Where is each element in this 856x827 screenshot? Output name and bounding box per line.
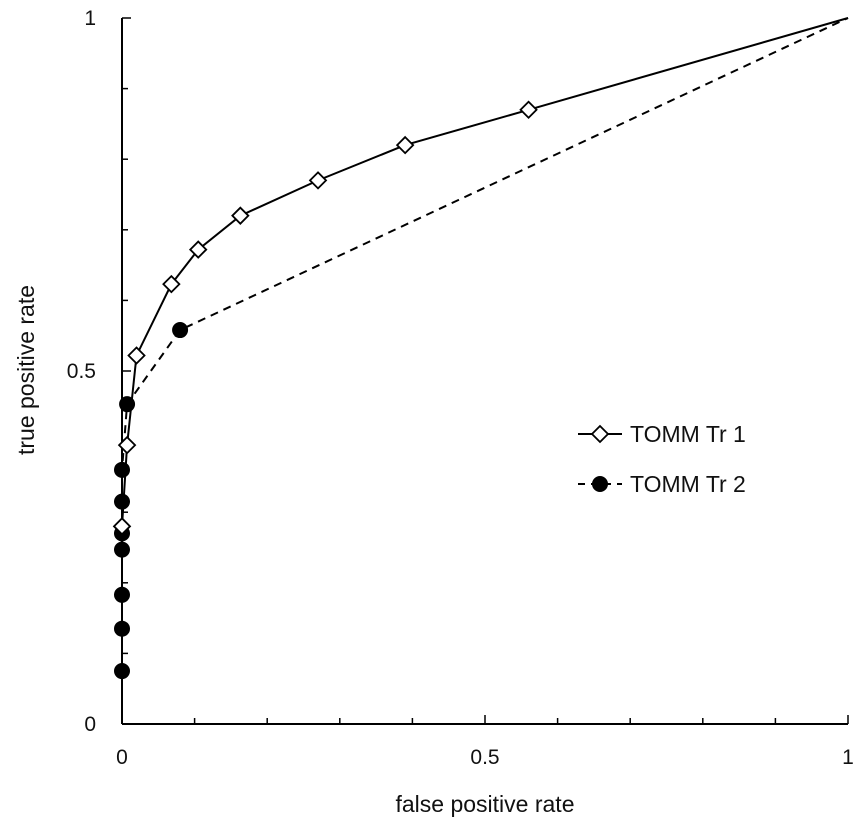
- data-point-diamond: [112, 517, 132, 536]
- legend: TOMM Tr 1 TOMM Tr 2: [578, 421, 746, 497]
- data-point-circle: [114, 541, 130, 558]
- data-point-diamond: [395, 135, 415, 155]
- x-tick-label: 1: [842, 746, 854, 769]
- series-line: [121, 17, 849, 672]
- data-point-circle: [114, 586, 130, 603]
- x-tick-label: 0.5: [470, 746, 499, 769]
- data-point-diamond: [188, 240, 208, 259]
- data-point-diamond: [308, 171, 328, 190]
- data-point-diamond: [519, 100, 538, 120]
- y-tick-label: 0: [84, 713, 96, 736]
- series-1: [112, 17, 849, 536]
- data-point-diamond: [127, 346, 146, 365]
- data-point-diamond: [162, 274, 181, 294]
- legend-label: TOMM Tr 2: [630, 471, 746, 497]
- series-line: [121, 17, 849, 527]
- axes: 0 0.5 1 0 0.5 1: [67, 7, 854, 769]
- legend-item-1: TOMM Tr 1: [578, 421, 746, 447]
- x-axis-label: false positive rate: [396, 791, 575, 817]
- series-2: [114, 17, 849, 680]
- data-point-circle: [114, 663, 130, 680]
- data-point-circle: [114, 461, 130, 478]
- y-tick-label: 1: [84, 7, 96, 30]
- y-axis-label: true positive rate: [13, 285, 39, 455]
- plot-series: [112, 17, 849, 680]
- legend-marker-diamond: [590, 424, 610, 444]
- x-tick-label: 0: [116, 746, 128, 769]
- legend-label: TOMM Tr 1: [630, 421, 746, 447]
- data-point-circle: [114, 620, 130, 637]
- data-point-circle: [172, 322, 189, 339]
- data-point-diamond: [117, 435, 137, 455]
- data-point-diamond: [231, 206, 250, 225]
- legend-marker-circle: [592, 476, 608, 492]
- y-tick-label: 0.5: [67, 360, 96, 383]
- legend-item-2: TOMM Tr 2: [578, 471, 746, 497]
- data-point-circle: [114, 493, 130, 510]
